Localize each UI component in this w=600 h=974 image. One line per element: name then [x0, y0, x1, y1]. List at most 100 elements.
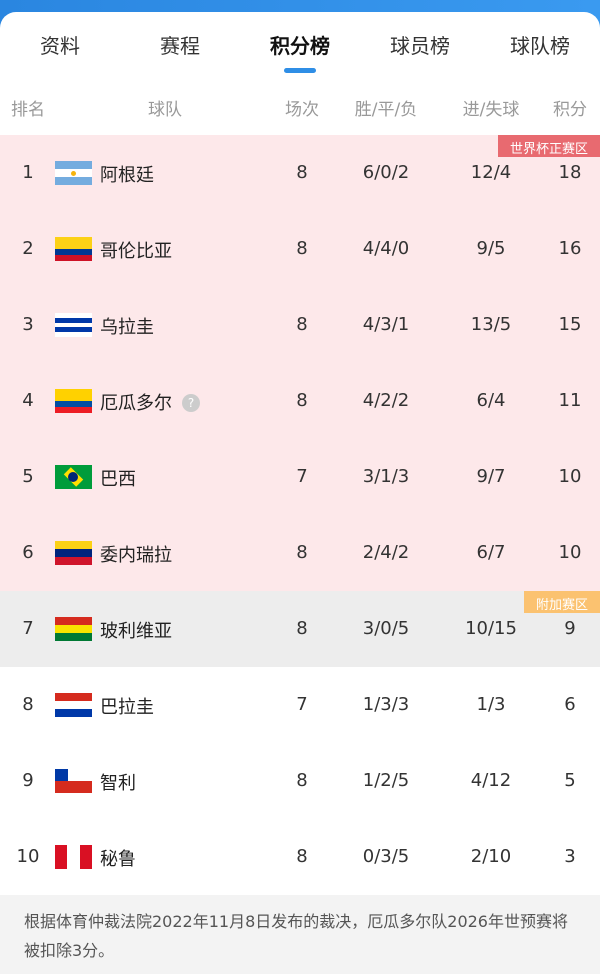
goals: 9/5 — [476, 238, 506, 259]
rank: 6 — [22, 542, 34, 563]
goals: 6/7 — [476, 542, 506, 563]
team-name-text: 巴西 — [100, 469, 136, 490]
goals: 13/5 — [470, 314, 512, 335]
wdl: 3/1/3 — [362, 466, 410, 487]
bolivia-flag-icon — [55, 617, 92, 641]
tab-player-ranking[interactable]: 球员榜 — [390, 34, 450, 58]
goals: 4/12 — [470, 770, 512, 791]
table-row[interactable]: 附加赛区 7 玻利维亚 8 3/0/5 10/15 9 — [0, 591, 600, 667]
wdl: 3/0/5 — [362, 618, 410, 639]
table-row[interactable]: 4 厄瓜多尔? 8 4/2/2 6/4 11 — [0, 363, 600, 439]
wdl: 4/3/1 — [362, 314, 410, 335]
zone-badge-qualify: 世界杯正赛区 — [497, 135, 600, 157]
wdl: 6/0/2 — [362, 162, 410, 183]
team-name-text: 玻利维亚 — [100, 621, 172, 642]
argentina-flag-icon — [55, 161, 92, 185]
team-name-text: 秘鲁 — [100, 849, 136, 870]
team-name[interactable]: 哥伦比亚 — [100, 237, 172, 263]
wdl: 1/3/3 — [362, 694, 410, 715]
footnote: 根据体育仲裁法院2022年11月8日发布的裁决，厄瓜多尔队2026年世预赛将被扣… — [0, 895, 600, 974]
header-goals: 进/失球 — [462, 100, 520, 120]
team-name[interactable]: 乌拉圭 — [100, 313, 154, 339]
ecuador-flag-icon — [55, 389, 92, 413]
played: 8 — [296, 390, 308, 411]
header-points: 积分 — [553, 100, 587, 120]
goals: 9/7 — [476, 466, 506, 487]
played: 7 — [296, 694, 308, 715]
points: 9 — [564, 618, 576, 639]
tab-team-ranking[interactable]: 球队榜 — [510, 34, 570, 58]
table-row[interactable]: 世界杯正赛区 1 阿根廷 8 6/0/2 12/4 18 — [0, 135, 600, 211]
goals: 12/4 — [470, 162, 512, 183]
points: 18 — [558, 162, 582, 183]
header-wdl: 胜/平/负 — [354, 100, 418, 120]
team-name-text: 乌拉圭 — [100, 317, 154, 338]
team-name[interactable]: 巴拉圭 — [100, 693, 154, 719]
rank: 10 — [16, 846, 40, 867]
played: 8 — [296, 846, 308, 867]
team-name[interactable]: 阿根廷 — [100, 161, 154, 187]
played: 8 — [296, 542, 308, 563]
tab-bar: 资料 赛程 积分榜 球员榜 球队榜 — [0, 12, 600, 84]
table-row[interactable]: 6 委内瑞拉 8 2/4/2 6/7 10 — [0, 515, 600, 591]
table-row[interactable]: 5 巴西 7 3/1/3 9/7 10 — [0, 439, 600, 515]
wdl: 1/2/5 — [362, 770, 410, 791]
team-name-text: 阿根廷 — [100, 165, 154, 186]
table-row[interactable]: 3 乌拉圭 8 4/3/1 13/5 15 — [0, 287, 600, 363]
wdl: 2/4/2 — [362, 542, 410, 563]
rank: 7 — [22, 618, 34, 639]
played: 8 — [296, 314, 308, 335]
tab-info[interactable]: 资料 — [40, 34, 80, 58]
points: 10 — [558, 542, 582, 563]
uruguay-flag-icon — [55, 313, 92, 337]
goals: 6/4 — [476, 390, 506, 411]
tab-standings[interactable]: 积分榜 — [270, 34, 330, 58]
wdl: 4/2/2 — [362, 390, 410, 411]
points: 5 — [564, 770, 576, 791]
played: 8 — [296, 162, 308, 183]
points: 16 — [558, 238, 582, 259]
points: 10 — [558, 466, 582, 487]
played: 8 — [296, 238, 308, 259]
played: 7 — [296, 466, 308, 487]
team-name[interactable]: 巴西 — [100, 465, 136, 491]
header-rank: 排名 — [11, 100, 45, 120]
rank: 3 — [22, 314, 34, 335]
rank: 9 — [22, 770, 34, 791]
standings-card: 资料 赛程 积分榜 球员榜 球队榜 排名 球队 场次 胜/平/负 进/失球 积分… — [0, 12, 600, 974]
played: 8 — [296, 770, 308, 791]
table-row[interactable]: 2 哥伦比亚 8 4/4/0 9/5 16 — [0, 211, 600, 287]
peru-flag-icon — [55, 845, 92, 869]
rank: 1 — [22, 162, 34, 183]
wdl: 4/4/0 — [362, 238, 410, 259]
table-row[interactable]: 8 巴拉圭 7 1/3/3 1/3 6 — [0, 667, 600, 743]
header-team: 球队 — [148, 100, 182, 120]
table-row[interactable]: 9 智利 8 1/2/5 4/12 5 — [0, 743, 600, 819]
points: 15 — [558, 314, 582, 335]
team-name[interactable]: 智利 — [100, 769, 136, 795]
table-row[interactable]: 10 秘鲁 8 0/3/5 2/10 3 — [0, 819, 600, 895]
table-header: 排名 球队 场次 胜/平/负 进/失球 积分 — [0, 84, 600, 135]
team-name[interactable]: 厄瓜多尔? — [100, 389, 200, 415]
team-name[interactable]: 玻利维亚 — [100, 617, 172, 643]
chile-flag-icon — [55, 769, 92, 793]
team-name[interactable]: 委内瑞拉 — [100, 541, 172, 567]
team-name[interactable]: 秘鲁 — [100, 845, 136, 871]
brazil-flag-icon — [55, 465, 92, 489]
wdl: 0/3/5 — [362, 846, 410, 867]
goals: 1/3 — [476, 694, 506, 715]
points: 6 — [564, 694, 576, 715]
points: 11 — [558, 390, 582, 411]
help-icon[interactable]: ? — [182, 394, 200, 412]
zone-badge-playoff: 附加赛区 — [523, 591, 600, 613]
team-name-text: 哥伦比亚 — [100, 241, 172, 262]
header-played: 场次 — [285, 100, 319, 120]
active-tab-indicator — [284, 68, 316, 73]
team-name-text: 巴拉圭 — [100, 697, 154, 718]
team-name-text: 厄瓜多尔 — [100, 393, 172, 414]
played: 8 — [296, 618, 308, 639]
tab-schedule[interactable]: 赛程 — [160, 34, 200, 58]
rank: 4 — [22, 390, 34, 411]
rank: 8 — [22, 694, 34, 715]
venezuela-flag-icon — [55, 541, 92, 565]
